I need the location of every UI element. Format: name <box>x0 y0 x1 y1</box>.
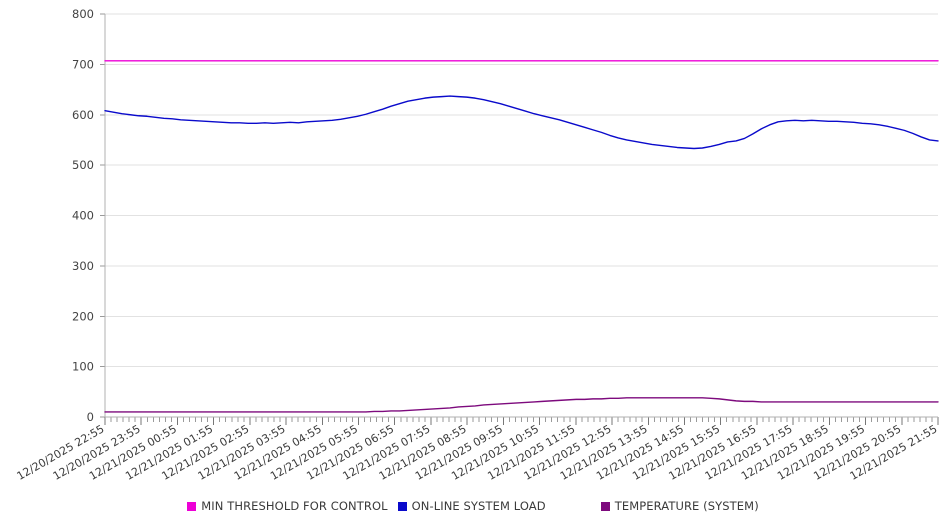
gridlines <box>105 13 938 368</box>
legend-swatch-icon <box>600 501 610 511</box>
y-tick-label: 700 <box>72 57 94 71</box>
y-tick-label: 500 <box>72 158 94 172</box>
chart-legend: MIN THRESHOLD FOR CONTROL ON-LINE SYSTEM… <box>0 495 946 517</box>
y-tick-label: 600 <box>72 108 94 122</box>
legend-item-on-line-system-load[interactable]: ON-LINE SYSTEM LOAD <box>397 499 546 513</box>
series-line <box>104 95 939 150</box>
series-line <box>104 397 939 413</box>
y-tick-label: 800 <box>72 7 94 21</box>
x-axis-tick-marks <box>104 417 939 425</box>
legend-item-min-threshold-for-control[interactable]: MIN THRESHOLD FOR CONTROL <box>187 499 388 513</box>
y-tick-label: 100 <box>72 360 94 374</box>
y-tick-label: 400 <box>72 209 94 223</box>
legend-item-temperature-system[interactable]: TEMPERATURE (SYSTEM) <box>600 499 759 513</box>
legend-item-label: MIN THRESHOLD FOR CONTROL <box>201 499 388 513</box>
y-tick-label: 200 <box>72 309 94 323</box>
y-tick-marks <box>100 13 105 418</box>
series-lines <box>104 60 939 413</box>
legend-item-label: TEMPERATURE (SYSTEM) <box>614 499 759 513</box>
legend-swatch-icon <box>187 501 197 511</box>
y-tick-label: 300 <box>72 259 94 273</box>
y-axis-tick-labels: 0 100 200 300 400 500 600 700 800 <box>72 7 94 424</box>
legend-swatch-icon <box>397 501 407 511</box>
y-tick-label: 0 <box>87 410 94 424</box>
legend-item-label: ON-LINE SYSTEM LOAD <box>411 499 546 513</box>
